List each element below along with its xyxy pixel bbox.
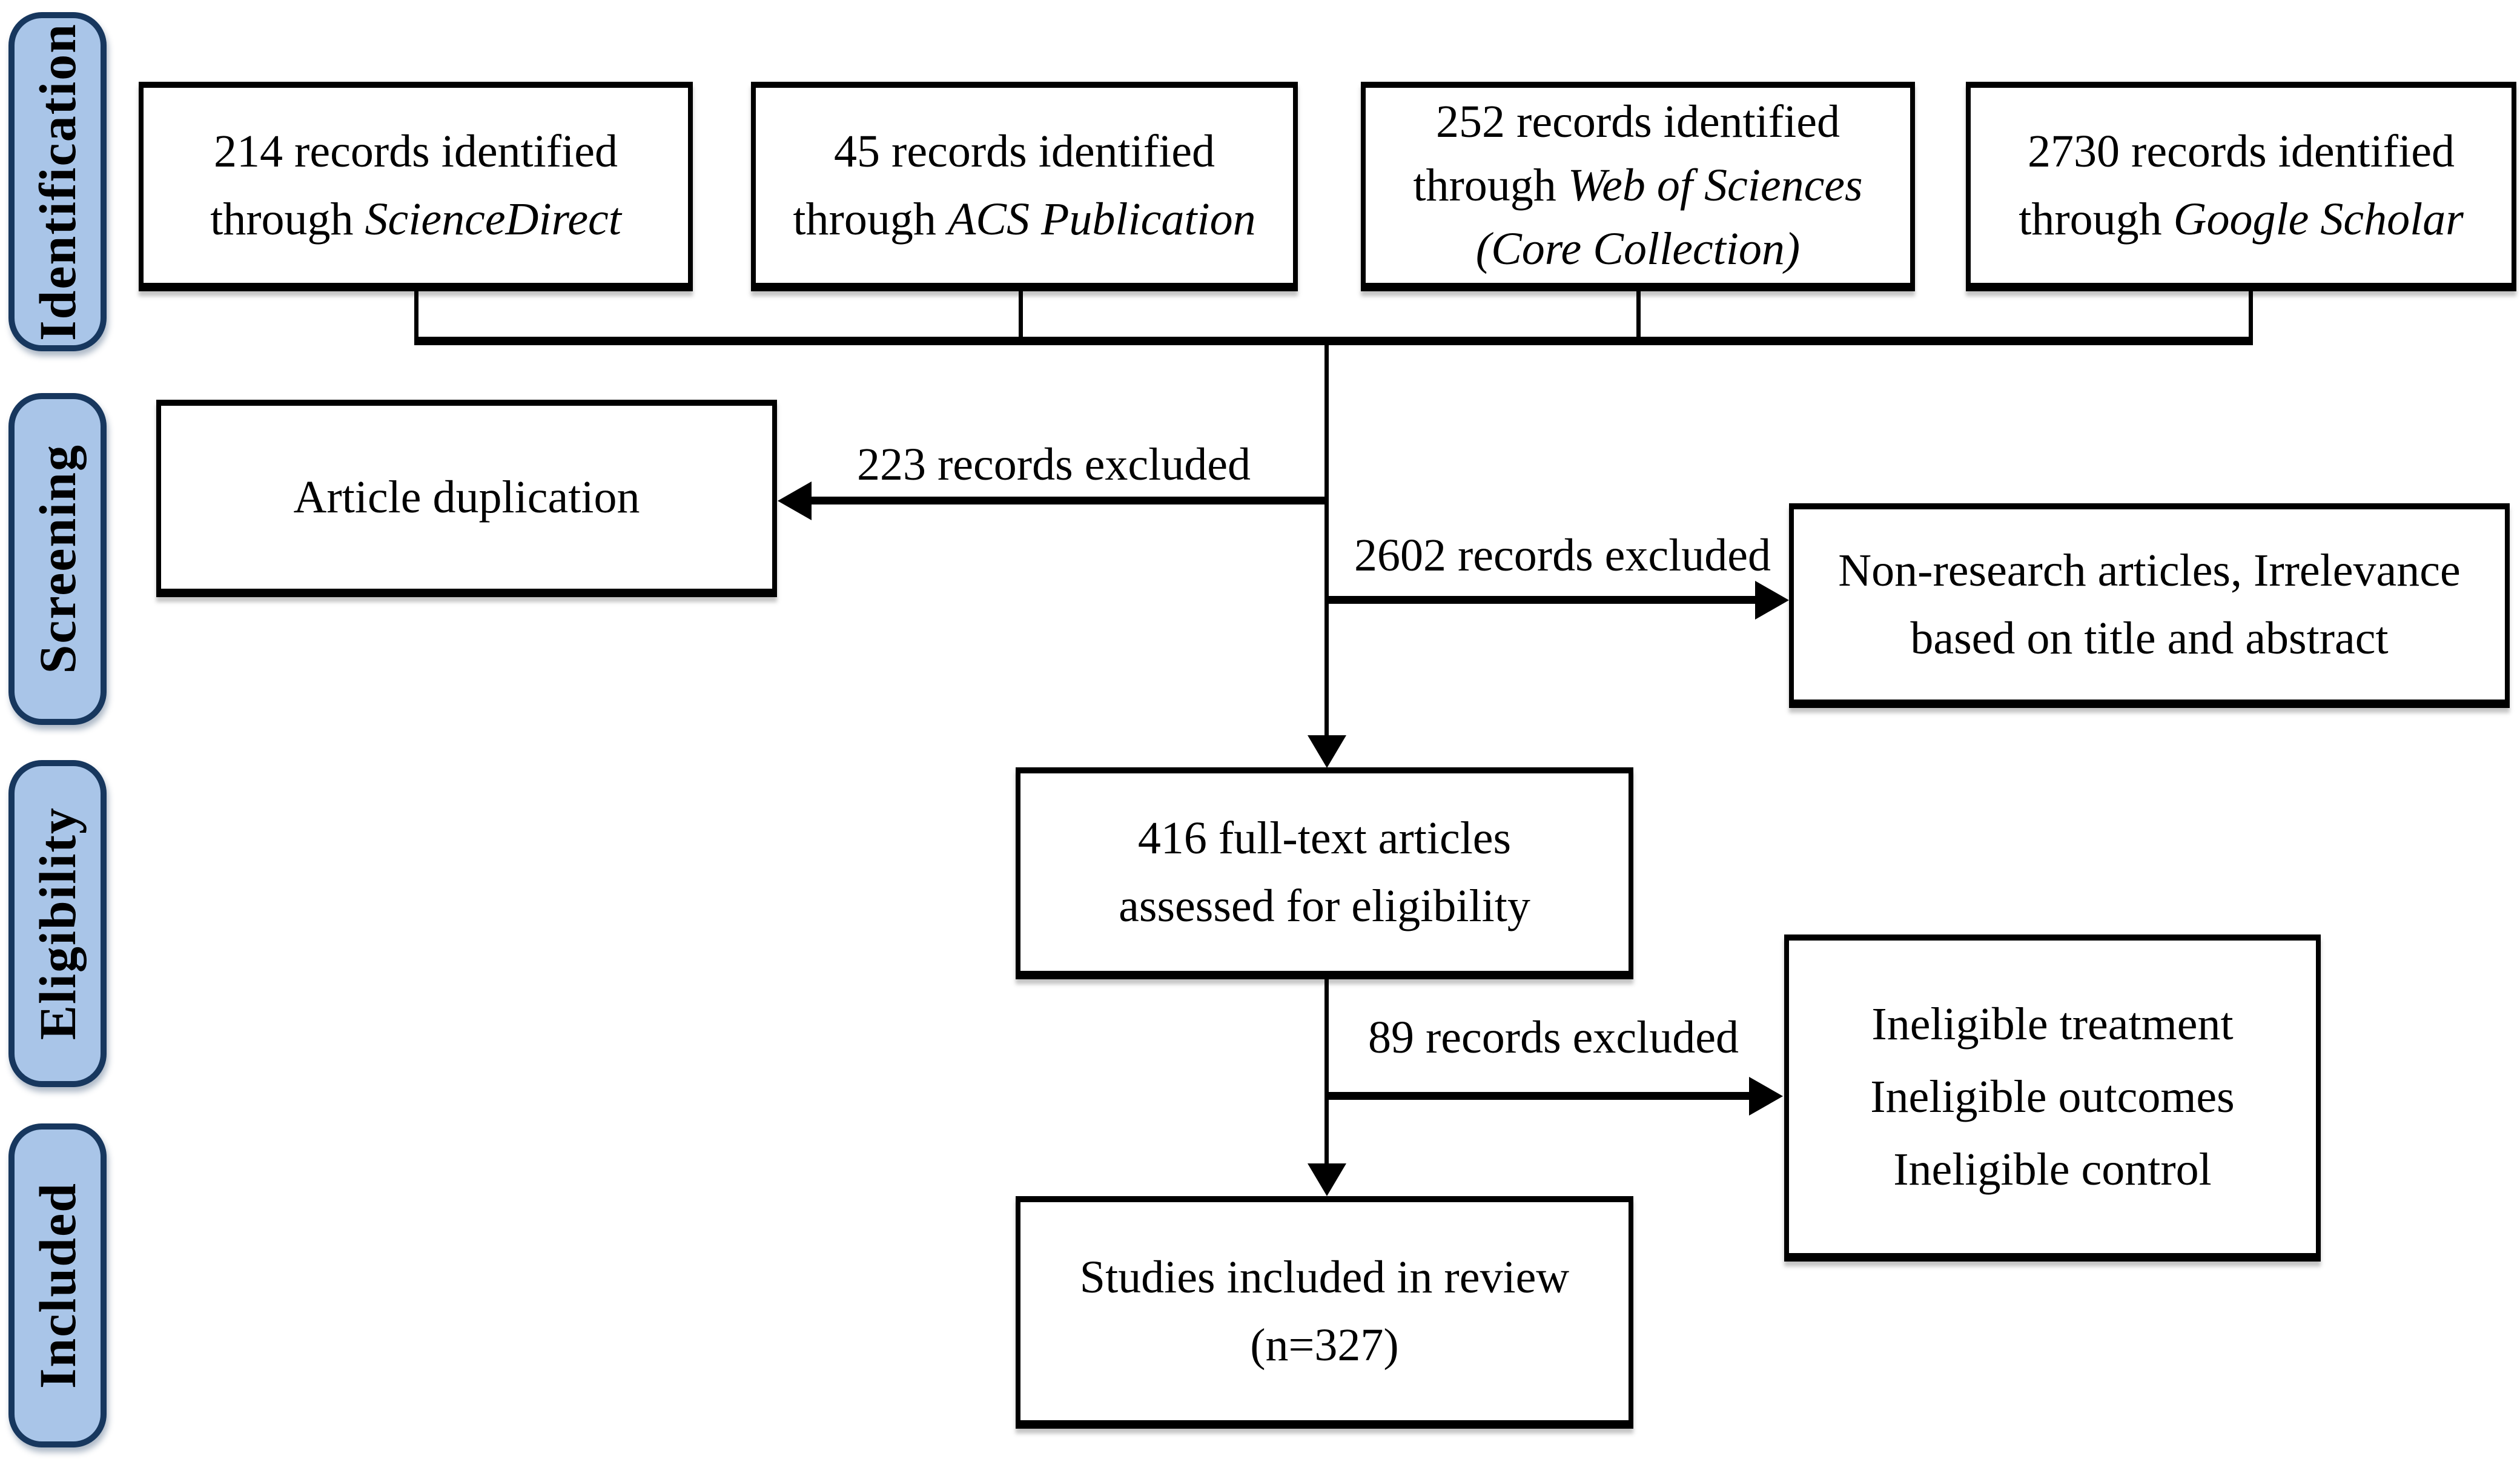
stage-label-identification: Identification <box>28 22 87 341</box>
nonresearch-box-line: based on title and abstract <box>1910 613 2389 664</box>
connector-merge-line <box>414 337 2253 345</box>
source-box-line: 2730 records identified <box>2028 126 2455 177</box>
source-box-line: through Web of Sciences <box>1413 159 1863 211</box>
excluded-right-label: 2602 records excluded <box>1354 530 1771 581</box>
stage-pill-eligibility: Eligibility <box>8 760 107 1087</box>
ineligible-box: Ineligible treatment Ineligible outcomes… <box>1784 934 2321 1262</box>
included-box: Studies included in review (n=327) <box>1016 1196 1633 1429</box>
connector-excluded-fulltext <box>1326 1092 1751 1100</box>
nonresearch-box-line: Non-research articles, Irrelevance <box>1838 545 2461 596</box>
source-box-line: (Core Collection) <box>1475 223 1801 274</box>
stage-label-eligibility: Eligibility <box>28 807 87 1040</box>
source-box-line: through Google Scholar <box>2019 194 2464 245</box>
duplication-box: Article duplication <box>156 400 777 597</box>
ineligible-box-line: Ineligible control <box>1893 1144 2212 1195</box>
connector-stub-sciencedirect <box>414 289 418 345</box>
fulltext-box-line: assessed for eligibility <box>1119 881 1530 931</box>
source-box-line: through ScienceDirect <box>210 194 621 245</box>
ineligible-box-line: Ineligible treatment <box>1871 999 2234 1050</box>
nonresearch-box: Non-research articles, Irrelevance based… <box>1789 503 2510 708</box>
source-box-line: 214 records identified <box>214 126 618 177</box>
included-box-line: (n=327) <box>1250 1320 1399 1371</box>
stage-pill-included: Included <box>8 1123 107 1447</box>
source-box-acs-publication: 45 records identified through ACS Public… <box>751 82 1298 291</box>
stage-label-included: Included <box>28 1182 87 1389</box>
source-box-line: through ACS Publication <box>793 194 1256 245</box>
stage-pill-screening: Screening <box>8 393 107 725</box>
connector-stub-wos <box>1636 289 1641 345</box>
arrowhead-left-duplication <box>778 481 812 520</box>
connector-excluded-right <box>1326 596 1758 604</box>
fulltext-box-line: 416 full-text articles <box>1137 813 1512 864</box>
source-box-web-of-sciences: 252 records identified through Web of Sc… <box>1361 82 1915 291</box>
duplication-box-line: Article duplication <box>293 472 640 523</box>
connector-stub-scholar <box>2249 289 2253 345</box>
source-box-line: 45 records identified <box>834 126 1215 177</box>
excluded-left-label: 223 records excluded <box>857 439 1251 490</box>
source-box-sciencedirect: 214 records identified through ScienceDi… <box>139 82 693 291</box>
connector-stub-acs <box>1019 289 1023 345</box>
arrowhead-right-nonresearch <box>1755 581 1789 620</box>
connector-fulltext-to-included <box>1324 978 1329 1167</box>
arrowhead-down-fulltext <box>1308 735 1346 768</box>
fulltext-box: 416 full-text articles assessed for elig… <box>1016 767 1633 979</box>
stage-label-screening: Screening <box>28 444 87 674</box>
connector-main-vertical <box>1324 345 1329 740</box>
ineligible-box-line: Ineligible outcomes <box>1870 1071 2235 1122</box>
excluded-fulltext-label: 89 records excluded <box>1368 1012 1739 1063</box>
source-box-google-scholar: 2730 records identified through Google S… <box>1966 82 2516 291</box>
connector-excluded-left <box>809 497 1329 504</box>
arrowhead-right-ineligible <box>1749 1077 1783 1116</box>
included-box-line: Studies included in review <box>1079 1252 1570 1303</box>
arrowhead-down-included <box>1308 1163 1346 1196</box>
source-box-line: 252 records identified <box>1436 96 1840 147</box>
stage-pill-identification: Identification <box>8 12 107 351</box>
